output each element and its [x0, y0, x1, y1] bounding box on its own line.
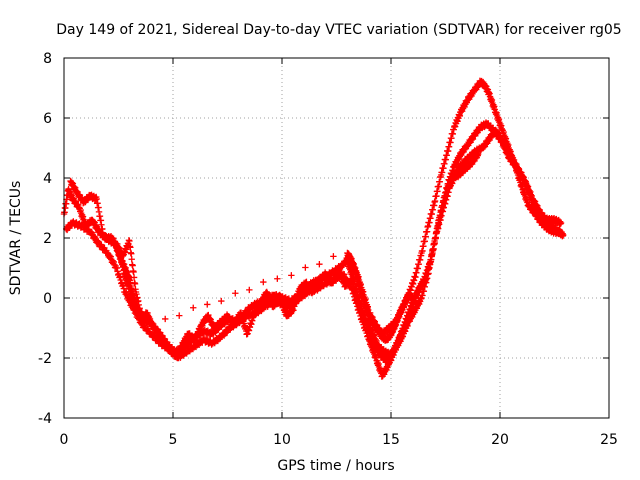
data-point	[302, 264, 309, 271]
y-tick-label: -2	[38, 351, 52, 367]
data-point	[409, 294, 416, 302]
y-tick-label: 2	[43, 231, 52, 247]
y-tick-label: 6	[43, 111, 52, 127]
data-point	[128, 250, 135, 257]
data-point	[316, 260, 323, 268]
data-point	[204, 301, 211, 308]
grid	[64, 58, 609, 418]
data-point	[126, 237, 133, 245]
x-tick-label: 25	[600, 432, 618, 448]
y-tick-label: 8	[43, 51, 52, 67]
data-point	[288, 272, 295, 279]
x-tick-label: 20	[491, 432, 509, 448]
data-point	[557, 219, 565, 227]
axis-ticks: 0 5 10 15 20 25 -4 -2 0 2 4 6 8	[38, 51, 618, 448]
data-point	[127, 244, 134, 251]
data-points	[60, 77, 567, 380]
data-point	[162, 315, 169, 323]
x-axis-label: GPS time / hours	[277, 458, 394, 474]
data-point	[129, 262, 136, 269]
data-point	[246, 286, 253, 294]
data-point	[560, 231, 567, 239]
y-tick-label: 0	[43, 291, 52, 307]
data-point	[148, 321, 155, 329]
data-point	[260, 278, 267, 286]
data-point	[475, 150, 482, 158]
y-axis-label: SDTVAR / TECUs	[8, 181, 24, 296]
series-track-3	[67, 126, 565, 360]
y-tick-label: 4	[43, 171, 52, 187]
y-tick-label: -4	[38, 411, 52, 427]
data-point	[128, 256, 135, 263]
data-point	[176, 312, 183, 319]
x-tick-label: 15	[382, 432, 400, 448]
data-point	[232, 290, 239, 297]
x-tick-label: 10	[273, 432, 291, 448]
series-track-2	[62, 119, 567, 380]
chart-title: Day 149 of 2021, Sidereal Day-to-day VTE…	[56, 22, 621, 38]
data-point	[274, 275, 281, 282]
x-tick-label: 5	[169, 432, 178, 448]
data-point	[130, 274, 138, 281]
x-tick-label: 0	[60, 432, 69, 448]
series-track-5	[113, 243, 416, 344]
data-point	[190, 304, 197, 311]
data-point	[218, 297, 225, 305]
data-point	[130, 268, 137, 276]
data-point	[330, 253, 337, 260]
